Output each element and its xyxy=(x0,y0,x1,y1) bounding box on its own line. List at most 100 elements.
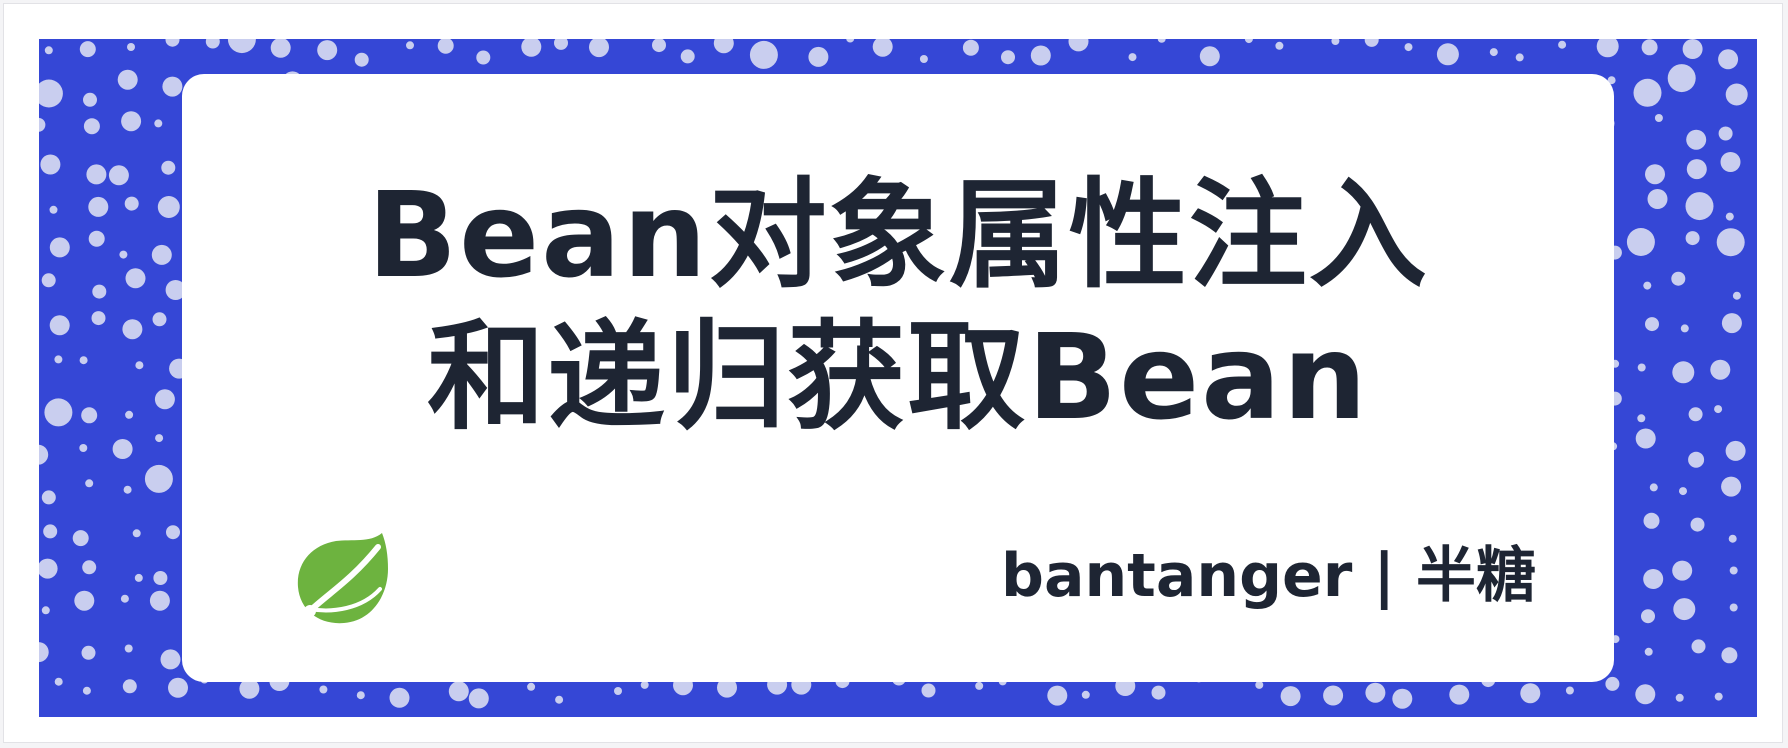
polka-dot xyxy=(1635,428,1656,449)
polka-dot xyxy=(1675,693,1684,702)
polka-dot xyxy=(1641,609,1655,624)
polka-dot xyxy=(165,280,186,300)
polka-dot xyxy=(527,682,536,691)
cover-title: Bean对象属性注入 和递归获取Bean xyxy=(182,164,1614,448)
polka-dot xyxy=(1686,159,1707,180)
polka-dot xyxy=(119,250,128,259)
polka-dot xyxy=(54,677,63,686)
polka-dot xyxy=(1645,317,1659,332)
polka-dot xyxy=(1729,603,1738,612)
polka-dot xyxy=(1654,114,1663,122)
polka-dot xyxy=(72,530,89,547)
polka-dot xyxy=(165,39,180,47)
polka-dot xyxy=(43,524,58,539)
polka-dot xyxy=(83,92,97,107)
polka-dot xyxy=(406,41,414,50)
polka-dot xyxy=(1081,690,1090,699)
polka-dot xyxy=(1680,324,1689,333)
polka-dot xyxy=(1605,676,1620,691)
polka-dot xyxy=(1725,440,1746,461)
polka-dot xyxy=(79,41,96,58)
polka-dot xyxy=(92,284,107,299)
polka-dot xyxy=(354,52,369,67)
polka-dot xyxy=(127,43,135,51)
polka-dot xyxy=(1691,639,1706,654)
polka-dot xyxy=(808,46,829,67)
polka-dot xyxy=(652,39,666,53)
polka-dot xyxy=(1682,39,1703,59)
polka-dot xyxy=(1323,685,1344,706)
polka-dot xyxy=(132,529,141,538)
polka-dot xyxy=(1275,41,1284,50)
polka-dot xyxy=(975,681,984,690)
polka-dot xyxy=(160,649,181,670)
polka-dot xyxy=(448,681,469,702)
polka-dot xyxy=(1364,39,1379,47)
polka-dot xyxy=(589,39,609,58)
polka-dot xyxy=(155,434,164,443)
polka-dot xyxy=(1199,46,1220,67)
polka-dot xyxy=(1679,487,1687,496)
polka-dot xyxy=(1721,313,1742,334)
polka-dot xyxy=(1626,228,1655,256)
polka-dot xyxy=(44,46,53,55)
polka-dot xyxy=(41,273,56,288)
polka-dot xyxy=(239,678,260,699)
polka-dot xyxy=(1643,569,1664,589)
polka-dot xyxy=(1729,566,1738,575)
polka-dot xyxy=(82,560,97,575)
polka-dot xyxy=(81,407,98,424)
polka-dot xyxy=(153,571,168,585)
polka-dot xyxy=(1030,45,1051,66)
polka-dot xyxy=(166,525,180,540)
author-byline: bantanger | 半糖 xyxy=(1001,541,1536,611)
polka-dot xyxy=(476,50,491,65)
polka-dot xyxy=(1404,43,1413,52)
polka-dot xyxy=(49,205,58,214)
polka-dot xyxy=(1671,271,1686,286)
polka-dot xyxy=(41,606,50,615)
polka-dot xyxy=(41,490,56,505)
polka-dot xyxy=(1721,476,1742,497)
polka-dot xyxy=(49,315,70,336)
polka-dot xyxy=(1596,39,1619,58)
polka-dot xyxy=(151,244,172,265)
polka-dot xyxy=(356,691,365,700)
polka-dot xyxy=(1489,48,1498,57)
polka-dot xyxy=(125,268,146,289)
polka-dot xyxy=(39,117,46,132)
polka-dot xyxy=(1633,78,1662,107)
polka-dot xyxy=(1151,685,1166,700)
cover-frame: Bean对象属性注入 和递归获取Bean bantanger | 半糖 xyxy=(3,3,1783,743)
polka-dot xyxy=(74,590,95,611)
polka-dot xyxy=(1714,692,1723,701)
polka-dot xyxy=(680,49,695,64)
polka-dot xyxy=(152,312,167,327)
polka-dot xyxy=(83,118,100,135)
polka-dot xyxy=(124,644,133,653)
polka-dot xyxy=(1644,647,1653,656)
polka-dot xyxy=(91,311,106,326)
polka-dot xyxy=(640,680,649,689)
polka-dot xyxy=(79,444,88,452)
polka-dot xyxy=(1725,83,1748,106)
polka-dot xyxy=(1710,359,1731,380)
polka-dot xyxy=(112,439,133,459)
polka-dot xyxy=(1244,39,1253,44)
polka-dot xyxy=(962,39,979,56)
polka-dot xyxy=(54,355,63,364)
polka-dot xyxy=(135,361,144,370)
polka-dot xyxy=(39,558,58,579)
polka-dot xyxy=(88,196,109,217)
polka-dot xyxy=(157,196,180,218)
polka-dot xyxy=(88,230,105,247)
polka-dot xyxy=(1649,483,1658,492)
polka-dot xyxy=(1365,682,1386,703)
polka-dot xyxy=(1635,684,1656,705)
polka-dot xyxy=(124,196,139,211)
polka-dot xyxy=(1157,39,1166,43)
polka-dot xyxy=(1672,361,1695,384)
polka-dot xyxy=(1392,688,1413,709)
polka-dot xyxy=(921,683,936,698)
polka-dot-background: Bean对象属性注入 和递归获取Bean bantanger | 半糖 xyxy=(39,39,1757,717)
